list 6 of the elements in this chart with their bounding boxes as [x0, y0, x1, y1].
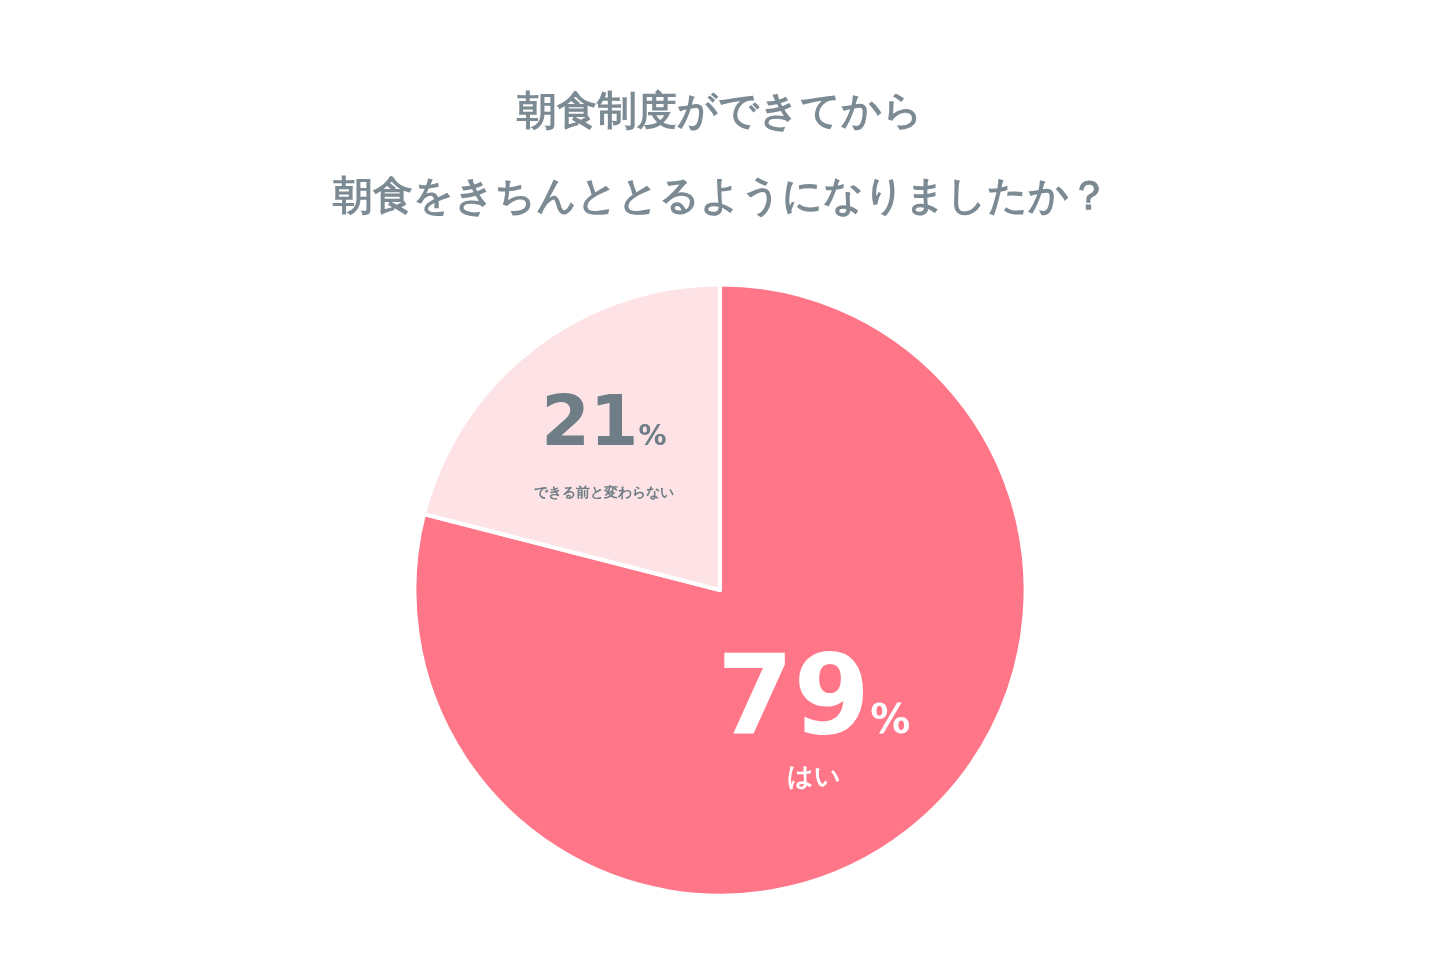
slice-label: はい [786, 760, 841, 791]
data-label: 21% [541, 380, 667, 463]
data-label: 79% [717, 630, 911, 759]
chart-subtitle: 朝食をきちんととるようになりましたか？ [332, 172, 1109, 218]
slice-label: できる前と変わらない [533, 484, 674, 501]
chart-title: 朝食制度ができてから [516, 87, 923, 133]
